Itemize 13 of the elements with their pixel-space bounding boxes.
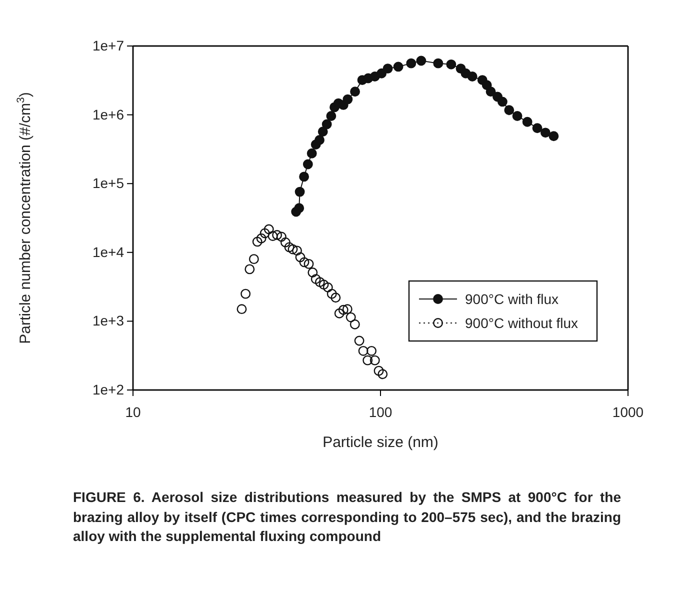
x-tick-label: 100 [368,404,392,420]
x-axis-title: Particle size (nm) [322,434,438,451]
x-tick-label: 10 [125,404,141,420]
x-tick-label: 1000 [612,404,644,420]
legend-label: 900°C with flux [465,291,559,307]
y-tick-label: 1e+2 [92,381,124,398]
caption: FIGURE 6. Aerosol size distributions measured by the SMPS at 900°C for the brazing alloy by itself (CPC times corresponding to 200–575 sec), and the brazing alloy with the supplemental fluxing compound [73,488,621,546]
y-tick-label: 1e+5 [92,175,124,192]
y-tick-label: 1e+4 [92,244,124,260]
y-tick-label: 1e+7 [92,37,124,54]
y-tick-label: 1e+6 [92,106,124,122]
y-tick-label: 1e+3 [92,312,124,329]
legend-label: 900°C without flux [465,315,578,331]
